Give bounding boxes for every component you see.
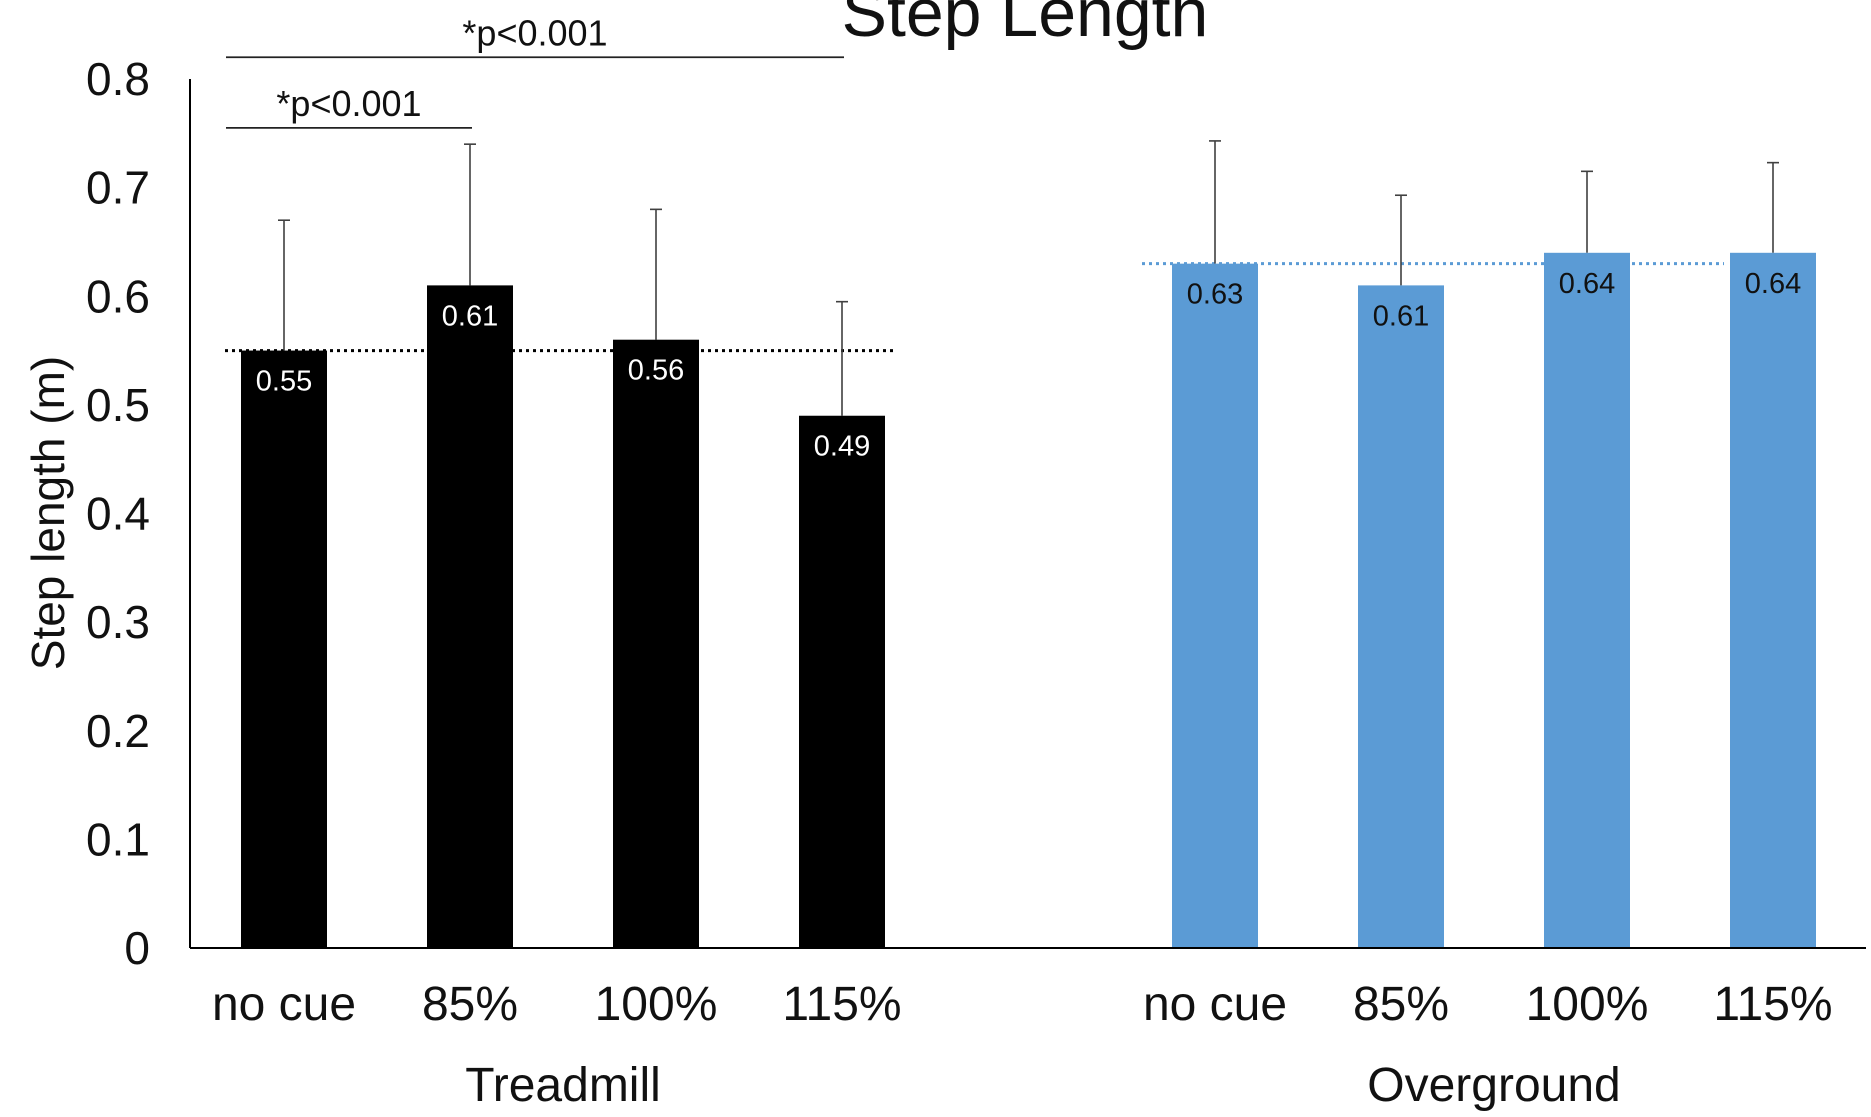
data-label: 0.64 — [1745, 268, 1801, 300]
x-tick-label: no cue — [1143, 978, 1287, 1031]
data-label: 0.55 — [256, 366, 312, 398]
x-tick-label: no cue — [212, 978, 356, 1031]
data-label: 0.64 — [1559, 268, 1615, 300]
significance-label: *p<0.001 — [462, 12, 607, 53]
group-label-treadmill: Treadmill — [465, 1059, 661, 1112]
y-tick-label: 0.4 — [86, 488, 150, 540]
data-label: 0.49 — [814, 431, 870, 463]
x-tick-label: 115% — [1713, 978, 1832, 1031]
bar — [427, 285, 513, 948]
y-tick-label: 0.5 — [86, 379, 150, 431]
y-tick-label: 0.6 — [86, 270, 150, 322]
data-label: 0.56 — [628, 355, 684, 387]
bars-layer — [241, 140, 1816, 949]
bar — [1730, 252, 1816, 949]
chart-title: Step Length — [842, 0, 1209, 51]
significance-label: *p<0.001 — [276, 83, 421, 124]
x-tick-label: 115% — [782, 978, 901, 1031]
y-tick-label: 0.3 — [86, 596, 150, 648]
x-tick-label: 85% — [1353, 978, 1449, 1031]
bar — [241, 350, 327, 948]
x-tick-label: 85% — [422, 978, 518, 1031]
bar — [799, 415, 885, 948]
y-tick-label: 0.1 — [86, 813, 150, 865]
x-tick-label: 100% — [1526, 978, 1649, 1031]
data-label: 0.63 — [1187, 279, 1243, 311]
x-tick-label: 100% — [595, 978, 718, 1031]
bar — [613, 339, 699, 948]
y-tick-label: 0.7 — [86, 162, 150, 214]
y-tick-label: 0 — [124, 922, 150, 974]
data-label: 0.61 — [442, 300, 498, 332]
y-tick-label: 0.8 — [86, 53, 150, 105]
text-layer: 0 0.1 0.2 0.3 0.4 0.5 0.6 0.7 0.8 Step Length Step… — [22, 0, 1833, 1112]
bar — [1358, 285, 1444, 948]
bar — [1172, 263, 1258, 949]
group-label-overground: Overground — [1367, 1059, 1620, 1112]
axes-layer — [189, 56, 1866, 949]
data-label: 0.61 — [1373, 300, 1429, 332]
y-axis-label: Step length (m) — [22, 356, 74, 670]
bar — [1544, 252, 1630, 949]
y-tick-label: 0.2 — [86, 705, 150, 757]
